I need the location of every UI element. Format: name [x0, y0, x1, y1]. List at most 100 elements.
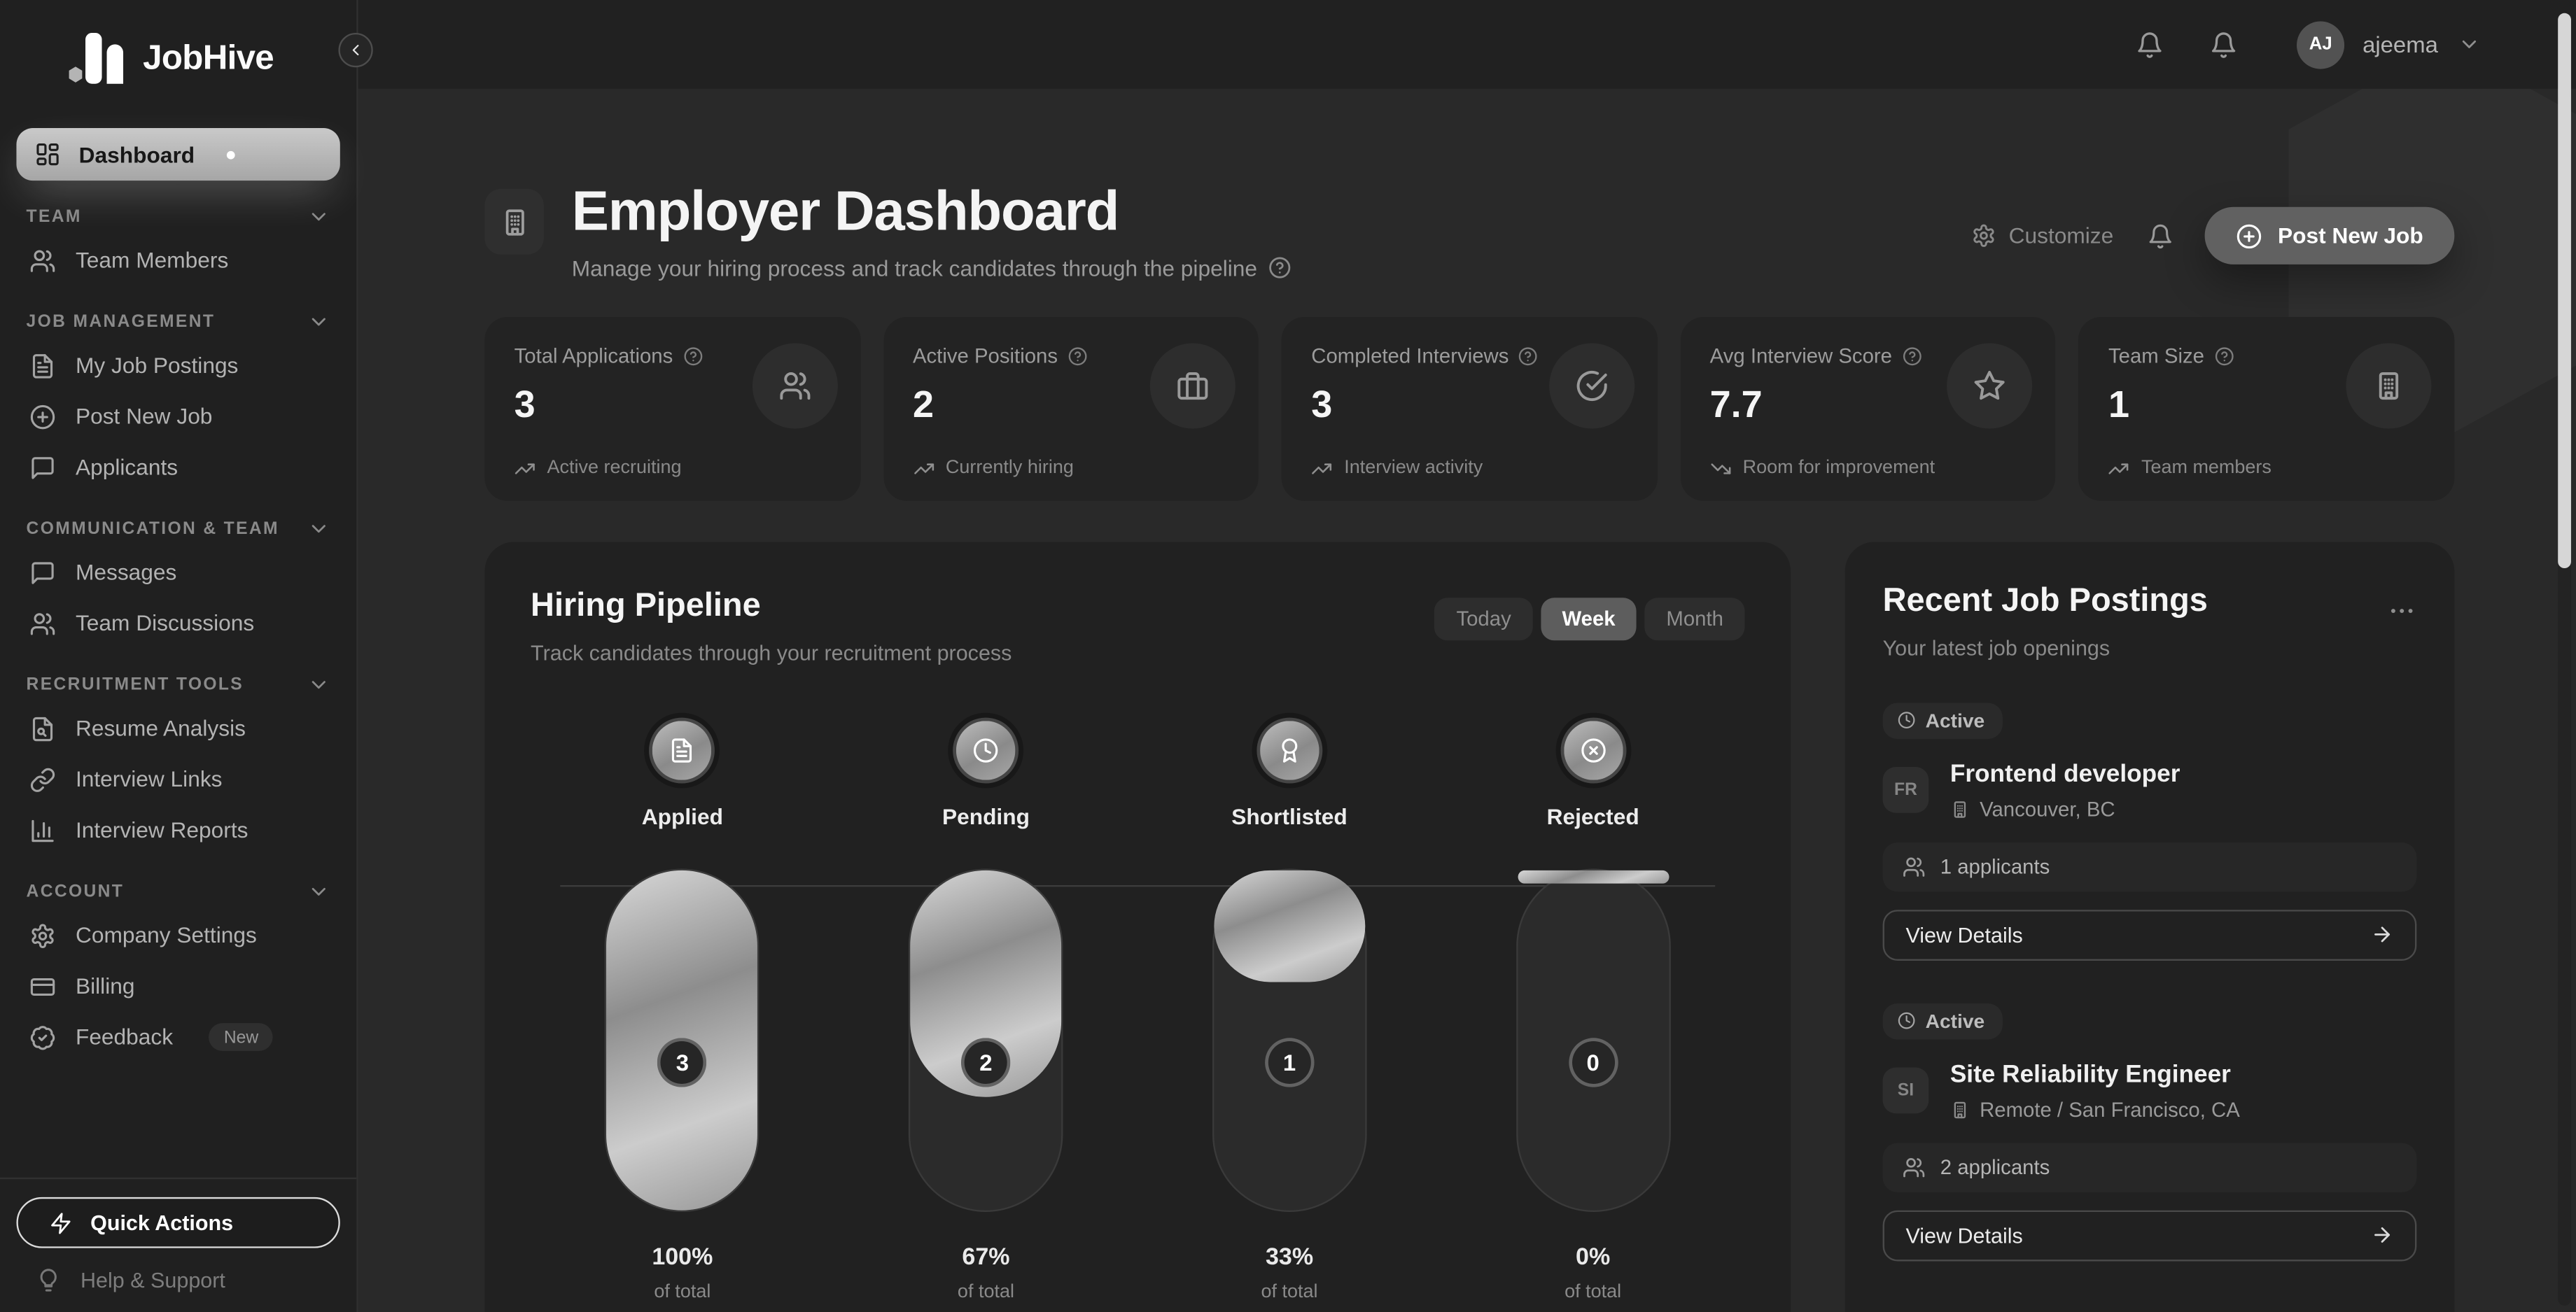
- sidebar-item-resume-analysis[interactable]: Resume Analysis: [16, 703, 340, 754]
- job-title[interactable]: Site Reliability Engineer: [1949, 1060, 2231, 1089]
- sidebar-item-label: Dashboard: [78, 142, 195, 167]
- stat-card-completed-interviews: Completed Interviews 3 Interview activit…: [1282, 316, 1658, 501]
- help-circle-icon[interactable]: [2214, 346, 2234, 365]
- nav-section-account[interactable]: ACCOUNT: [27, 880, 330, 903]
- customize-button[interactable]: Customize: [1971, 223, 2113, 248]
- arrow-right-icon: [2371, 1224, 2394, 1247]
- of-total-label: of total: [1564, 1282, 1622, 1302]
- notification-bell-icon[interactable]: [2136, 30, 2164, 58]
- help-circle-icon[interactable]: [1268, 257, 1292, 280]
- view-details-label: View Details: [1905, 1222, 2023, 1248]
- nav-section-recruitment-tools[interactable]: RECRUITMENT TOOLS: [27, 673, 330, 696]
- building-icon-circle: [2346, 342, 2432, 428]
- sidebar-collapse-button[interactable]: [338, 32, 373, 68]
- section-label: TEAM: [26, 206, 82, 227]
- bar-count: 0: [1568, 1037, 1618, 1087]
- ellipsis-menu-icon[interactable]: [2387, 595, 2416, 625]
- building-icon: [498, 206, 530, 238]
- quick-actions-button[interactable]: Quick Actions: [16, 1197, 340, 1248]
- stat-label: Avg Interview Score: [1709, 344, 1893, 367]
- sidebar-item-label: Messages: [75, 560, 177, 585]
- stage-label: Rejected: [1546, 804, 1639, 829]
- file-text-icon-circle: [649, 717, 715, 783]
- sidebar-item-feedback[interactable]: Feedback New: [16, 1012, 340, 1063]
- chevron-down-icon: [307, 517, 330, 540]
- stat-value: 3: [514, 382, 536, 425]
- help-support-link[interactable]: Help & Support: [16, 1248, 340, 1296]
- sidebar-item-label: Team Members: [75, 248, 229, 273]
- stat-trend: Interview activity: [1344, 458, 1483, 479]
- bell-icon[interactable]: [2148, 223, 2175, 249]
- sidebar-item-applicants[interactable]: Applicants: [16, 442, 340, 493]
- main-content: Employer Dashboard Manage your hiring pr…: [358, 88, 2576, 1312]
- time-range-toggle: Today Week Month: [1434, 597, 1745, 640]
- sidebar-item-messages[interactable]: Messages: [16, 547, 340, 598]
- hiring-pipeline-panel: Hiring Pipeline Track candidates through…: [484, 541, 1791, 1312]
- sidebar-item-dashboard[interactable]: Dashboard: [16, 128, 340, 181]
- post-new-job-button[interactable]: Post New Job: [2205, 206, 2455, 264]
- help-circle-icon[interactable]: [1068, 346, 1087, 365]
- stage-pending: Pending: [834, 717, 1138, 828]
- toggle-today[interactable]: Today: [1434, 597, 1533, 640]
- sidebar-item-post-new-job[interactable]: Post New Job: [16, 391, 340, 442]
- sidebar-item-label: Billing: [75, 973, 135, 999]
- page-title: Employer Dashboard: [571, 181, 1120, 244]
- section-label: ACCOUNT: [26, 882, 125, 902]
- link-icon: [29, 766, 56, 793]
- award-icon-circle: [1256, 717, 1322, 783]
- nav-section-communication[interactable]: COMMUNICATION & TEAM: [27, 517, 330, 540]
- toggle-month[interactable]: Month: [1644, 597, 1745, 640]
- sidebar-item-my-job-postings[interactable]: My Job Postings: [16, 340, 340, 391]
- view-details-button[interactable]: View Details: [1882, 909, 2417, 961]
- help-circle-icon[interactable]: [1902, 346, 1921, 365]
- user-menu-chevron-icon[interactable]: [2458, 33, 2481, 56]
- quick-actions-label: Quick Actions: [90, 1210, 234, 1235]
- stat-value: 3: [1311, 382, 1333, 425]
- help-circle-icon[interactable]: [1518, 346, 1538, 365]
- view-details-button[interactable]: View Details: [1882, 1209, 2417, 1261]
- scrollbar-thumb[interactable]: [2558, 13, 2571, 569]
- sidebar-item-billing[interactable]: Billing: [16, 961, 340, 1012]
- job-title[interactable]: Frontend developer: [1949, 759, 2180, 788]
- logo: JobHive: [0, 0, 356, 115]
- toggle-week[interactable]: Week: [1540, 597, 1637, 640]
- stat-label: Active Positions: [912, 344, 1058, 367]
- new-badge: New: [209, 1023, 274, 1052]
- nav-section-job-management[interactable]: JOB MANAGEMENT: [27, 311, 330, 334]
- section-label: JOB MANAGEMENT: [26, 311, 216, 332]
- stat-trend: Currently hiring: [945, 458, 1074, 479]
- applicants-row: 1 applicants: [1882, 842, 2417, 891]
- user-avatar[interactable]: AJ: [2297, 20, 2345, 69]
- notification-bell-icon-2[interactable]: [2210, 30, 2238, 58]
- pipeline-stages: Applied Pending Shortlisted: [531, 717, 1744, 829]
- stat-card-active-positions: Active Positions 2 Currently hiring: [883, 316, 1259, 501]
- sidebar-item-team-discussions[interactable]: Team Discussions: [16, 598, 340, 649]
- trending-up-icon: [1311, 458, 1333, 479]
- help-circle-icon[interactable]: [682, 346, 702, 365]
- plus-circle-icon: [29, 403, 56, 430]
- stage-label: Applied: [641, 804, 723, 829]
- sidebar-item-label: Interview Reports: [75, 817, 248, 842]
- file-text-icon: [29, 352, 56, 379]
- credit-card-icon: [29, 973, 56, 1000]
- job-card-site-reliability-engineer: Active SI Site Reliability Engineer Remo…: [1882, 1003, 2417, 1261]
- gear-icon: [29, 922, 56, 949]
- sidebar-item-interview-links[interactable]: Interview Links: [16, 754, 340, 805]
- percent-value: 67%: [962, 1244, 1010, 1271]
- bar-pending: 2: [909, 868, 1063, 1212]
- stats-row: Total Applications 3 Active recruiting A…: [484, 316, 2455, 501]
- percent-value: 0%: [1576, 1244, 1611, 1271]
- users-icon: [1903, 1156, 1926, 1179]
- nav-section-team[interactable]: TEAM: [27, 205, 330, 228]
- sidebar-item-team-members[interactable]: Team Members: [16, 235, 340, 286]
- applicants-row: 2 applicants: [1882, 1142, 2417, 1192]
- gear-icon: [1971, 223, 1996, 248]
- grid-line: [560, 884, 1716, 887]
- check-circle-icon-circle: [1548, 342, 1634, 428]
- status-label: Active: [1925, 1009, 1985, 1033]
- sidebar-item-interview-reports[interactable]: Interview Reports: [16, 805, 340, 856]
- post-new-job-label: Post New Job: [2277, 223, 2423, 248]
- applicants-count: 1 applicants: [1940, 855, 2050, 878]
- clock-icon-circle: [953, 717, 1019, 783]
- sidebar-item-company-settings[interactable]: Company Settings: [16, 910, 340, 961]
